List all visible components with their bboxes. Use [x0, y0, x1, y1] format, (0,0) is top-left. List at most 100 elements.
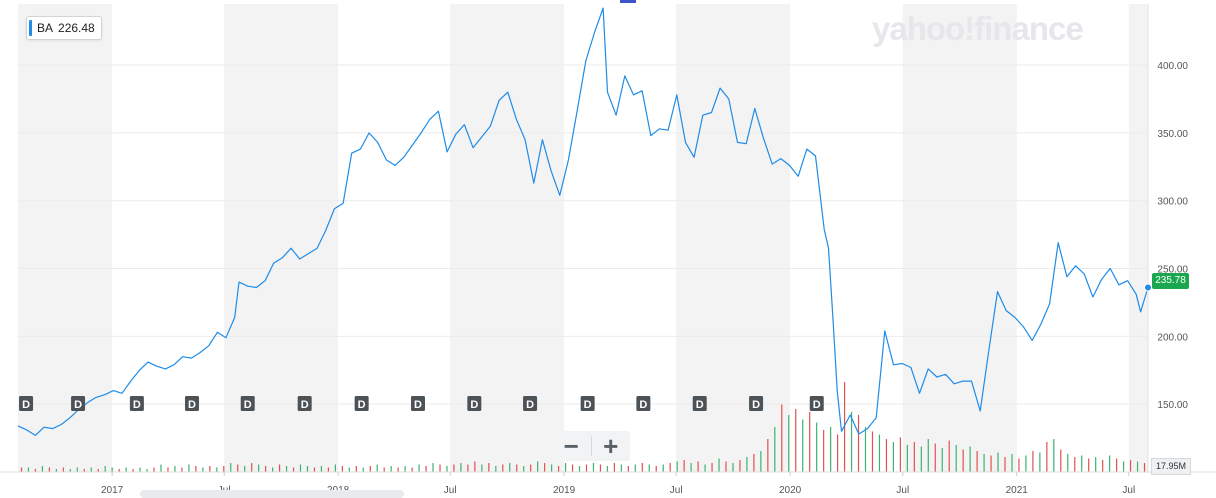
volume-bar — [383, 467, 385, 472]
volume-bar — [271, 467, 274, 472]
x-tick-label: 2020 — [779, 485, 802, 496]
x-tick-label: 2019 — [553, 485, 576, 496]
volume-bar — [306, 466, 309, 472]
dividend-marker[interactable]: D — [692, 396, 707, 411]
ticker-price: 226.48 — [58, 21, 95, 35]
volume-bar — [41, 466, 44, 472]
dividend-marker-label: D — [133, 399, 141, 411]
volume-bar — [495, 466, 497, 472]
volume-bar — [816, 422, 818, 472]
volume-bar — [97, 469, 99, 472]
y-tick-label: 250.00 — [1157, 265, 1188, 276]
dividend-marker-label: D — [470, 399, 478, 411]
volume-bar — [969, 446, 971, 472]
volume-bar — [711, 463, 713, 472]
dividend-marker-box — [523, 396, 538, 411]
volume-bar — [265, 466, 267, 472]
volume-bar — [1011, 454, 1013, 472]
dividend-marker-label: D — [813, 399, 821, 411]
period-band — [902, 4, 1017, 472]
dividend-marker[interactable]: D — [580, 396, 595, 411]
dividend-marker[interactable]: D — [240, 396, 255, 411]
volume-bar — [230, 463, 232, 472]
dividend-marker[interactable]: D — [184, 396, 199, 411]
volume-bar — [683, 460, 685, 472]
volume-bar — [341, 466, 343, 472]
volume-bar — [390, 466, 392, 472]
zoom-controls: − + — [552, 431, 630, 461]
volume-bar — [1116, 458, 1118, 472]
volume-bar — [578, 466, 581, 472]
volume-bar — [934, 443, 936, 472]
horizontal-scrollbar[interactable] — [140, 490, 404, 498]
volume-bar — [864, 427, 867, 472]
volume-bar — [488, 463, 490, 472]
period-band — [1128, 4, 1148, 472]
volume-bar — [585, 464, 588, 472]
zoom-in-button[interactable]: + — [603, 430, 619, 461]
volume-bar — [20, 467, 23, 472]
dividend-marker[interactable]: D — [523, 396, 538, 411]
dividend-marker[interactable]: D — [636, 396, 651, 411]
volume-bar — [760, 451, 762, 472]
volume-bar — [362, 467, 364, 472]
volume-bar — [530, 464, 532, 472]
volume-bar — [948, 440, 950, 472]
volume-bar — [502, 464, 504, 472]
dividend-marker[interactable]: D — [410, 396, 425, 411]
dividend-marker[interactable]: D — [354, 396, 369, 411]
volume-bar — [313, 467, 316, 472]
volume-bar — [160, 464, 162, 472]
volume-bar — [292, 467, 295, 472]
volume-bar — [1143, 463, 1146, 472]
volume-bar — [802, 419, 804, 472]
last-price-point[interactable] — [1144, 283, 1152, 292]
volume-bar — [453, 464, 455, 472]
dividend-marker-label: D — [188, 399, 196, 411]
volume-bar — [76, 467, 78, 472]
dividend-marker[interactable]: D — [71, 396, 86, 411]
dividend-marker[interactable]: D — [19, 396, 34, 411]
volume-bar — [432, 463, 434, 472]
background-bands — [18, 4, 1148, 472]
volume-bar — [788, 415, 790, 472]
ticker-label[interactable]: BA 226.48 — [26, 16, 102, 40]
dividend-marker-box — [580, 396, 595, 411]
volume-bar — [523, 466, 525, 472]
volume-bar — [627, 466, 629, 472]
volume-bar — [592, 463, 595, 472]
y-tick-label: 350.00 — [1157, 129, 1188, 140]
volume-bar — [781, 404, 783, 472]
volume-bar — [746, 457, 748, 472]
volume-bar — [823, 430, 825, 472]
volume-bar — [1081, 455, 1083, 472]
dividend-marker-label: D — [74, 399, 82, 411]
dividend-marker[interactable]: D — [749, 396, 764, 411]
volume-bars — [20, 382, 1146, 472]
volume-bar — [725, 461, 727, 472]
dividend-marker[interactable]: D — [809, 396, 824, 411]
dividend-marker-box — [240, 396, 255, 411]
volume-bar — [1004, 457, 1006, 472]
volume-bar — [662, 464, 664, 472]
volume-bar — [641, 463, 643, 472]
zoom-separator — [590, 436, 592, 456]
volume-bar — [774, 427, 776, 472]
volume-bar — [216, 467, 218, 472]
volume-bar — [871, 431, 874, 472]
yahoo-finance-logo: yahoo!finance — [872, 10, 1084, 47]
volume-bar — [739, 460, 741, 472]
volume-bar — [1025, 455, 1027, 472]
volume-bar — [857, 415, 860, 472]
dividend-marker-box — [809, 396, 824, 411]
volume-bar — [411, 467, 413, 472]
dividend-marker[interactable]: D — [129, 396, 144, 411]
volume-bar — [355, 466, 357, 472]
volume-bar — [676, 461, 678, 472]
dividend-marker[interactable]: D — [297, 396, 312, 411]
zoom-out-button[interactable]: − — [563, 430, 579, 461]
dividend-marker-label: D — [244, 399, 252, 411]
volume-bar — [278, 464, 281, 472]
dividend-marker[interactable]: D — [467, 396, 482, 411]
